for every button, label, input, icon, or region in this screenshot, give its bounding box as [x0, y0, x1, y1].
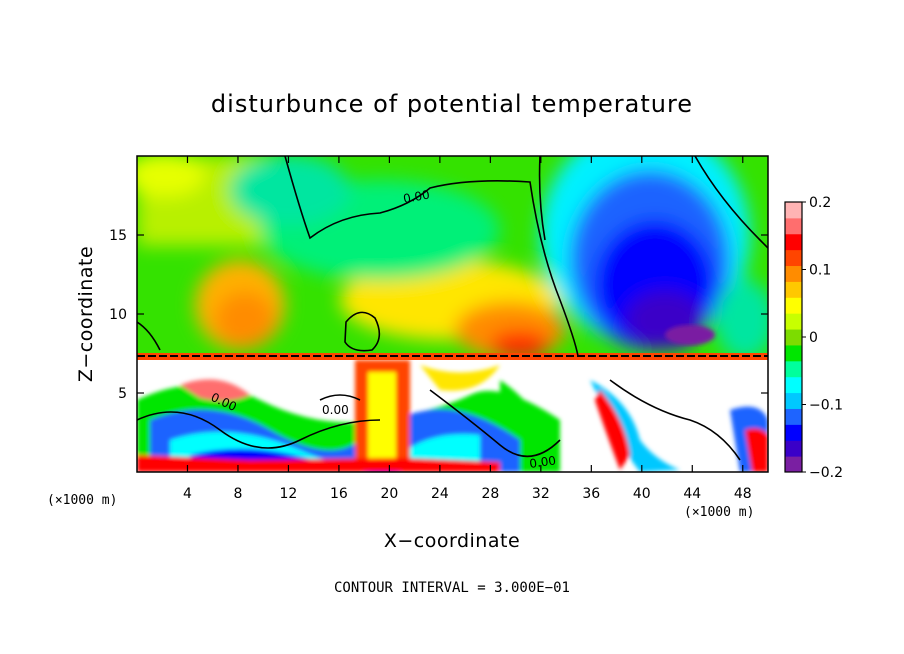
- x-tick-label: 40: [633, 486, 651, 502]
- y-tick-label: 15: [109, 228, 127, 244]
- x-tick-label: 48: [734, 486, 752, 502]
- y-tick-label: 10: [109, 307, 127, 323]
- colorbar-segment: [785, 456, 802, 473]
- x-axis: 4 8 12 16 20 24 28 32 36 40 44 48: [183, 156, 752, 502]
- x-tick-label: 12: [280, 486, 298, 502]
- y-tick-label: 5: [118, 386, 127, 402]
- colorbar-segment: [785, 424, 802, 441]
- x-tick-label: 32: [532, 486, 550, 502]
- colorbar-segment: [785, 360, 802, 378]
- colorbar-segment: [785, 233, 802, 251]
- colorbar: 0.2 0.1 0 −0.1 −0.2: [784, 195, 843, 481]
- colorbar-segment: [785, 281, 802, 298]
- x-tick-label: 8: [233, 486, 242, 502]
- x-unit-right: (×1000 m): [684, 505, 754, 520]
- colorbar-tick-label: 0.1: [809, 263, 831, 279]
- colorbar-tick-label: −0.2: [809, 465, 843, 481]
- y-axis: 5 10 15: [109, 228, 768, 402]
- x-tick-label: 44: [683, 486, 701, 502]
- colorbar-segment: [785, 392, 802, 409]
- colorbar-tick-label: 0.2: [809, 195, 831, 211]
- heatmap-field: 0.00 0.00 0.00 0.00: [137, 156, 768, 472]
- cold-core: [665, 325, 715, 345]
- colorbar-segment: [785, 297, 802, 314]
- contour-label: 0.00: [322, 403, 349, 417]
- colorbar-tick-label: −0.1: [809, 398, 843, 414]
- colorbar-segment: [785, 329, 802, 346]
- colorbar-segment: [785, 440, 802, 457]
- x-tick-label: 24: [431, 486, 449, 502]
- x-tick-label: 20: [380, 486, 398, 502]
- x-tick-label: 4: [183, 486, 192, 502]
- contour-label: 0.00: [402, 188, 431, 206]
- x-tick-label: 36: [582, 486, 600, 502]
- colorbar-segment: [785, 408, 802, 425]
- colorbar-segment: [785, 344, 802, 362]
- colorbar-segment: [785, 265, 802, 282]
- contour-label: 0.00: [528, 453, 556, 471]
- contour-lines: [137, 156, 768, 461]
- colorbar-segment: [785, 376, 802, 394]
- x-axis-label: X−coordinate: [384, 530, 520, 552]
- colorbar-segment: [785, 249, 802, 267]
- colorbar-segment: [785, 202, 802, 219]
- colorbar-segment: [785, 217, 802, 235]
- colorbar-segment: [785, 313, 802, 330]
- x-unit-left: (×1000 m): [47, 493, 117, 508]
- x-tick-label: 16: [330, 486, 348, 502]
- colorbar-tick-label: 0: [809, 330, 818, 346]
- contour-interval-note: CONTOUR INTERVAL = 3.000E−01: [334, 580, 570, 596]
- chart-title: disturbunce of potential temperature: [211, 90, 693, 118]
- y-axis-label: Z−coordinate: [75, 246, 97, 382]
- x-tick-label: 28: [481, 486, 499, 502]
